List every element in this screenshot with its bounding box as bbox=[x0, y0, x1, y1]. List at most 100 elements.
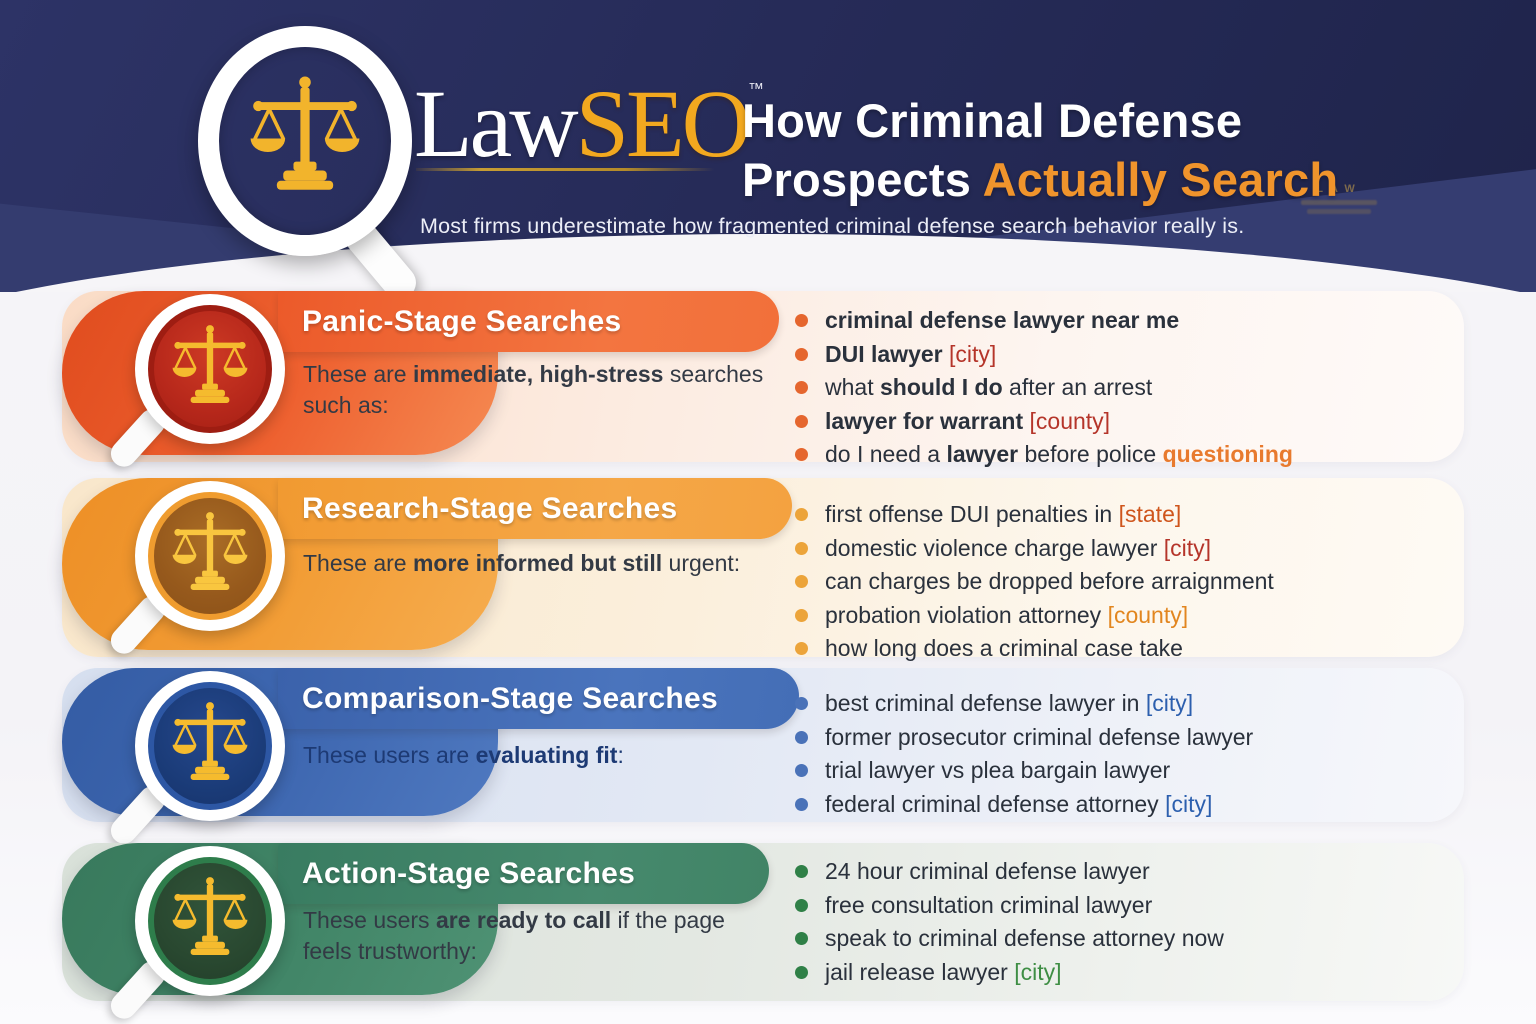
scales-of-justice-icon bbox=[241, 72, 369, 200]
text-segment: questioning bbox=[1162, 441, 1293, 468]
scales-of-justice-icon bbox=[166, 322, 254, 410]
search-term-text: what should I do after an arrest bbox=[825, 371, 1152, 405]
section-action-stage: Action-Stage Searches These users are re… bbox=[62, 843, 1464, 1024]
bullet-dot-icon bbox=[795, 381, 808, 395]
search-term: domestic violence charge lawyer [city] bbox=[795, 532, 1274, 566]
search-term: trial lawyer vs plea bargain lawyer bbox=[795, 754, 1253, 788]
bullet-dot-icon bbox=[795, 730, 808, 744]
scales-magnifier-icon bbox=[105, 294, 285, 472]
bullet-dot-icon bbox=[795, 608, 808, 622]
bullet-dot-icon bbox=[795, 508, 808, 521]
text-segment: [city] bbox=[1145, 690, 1194, 716]
section-comparison-stage: Comparison-Stage Searches These users ar… bbox=[62, 668, 1464, 849]
search-term: do I need a lawyer before police questio… bbox=[795, 438, 1293, 472]
text-segment: first offense DUI penalties in bbox=[825, 501, 1119, 527]
search-term-text: domestic violence charge lawyer [city] bbox=[825, 532, 1211, 566]
search-term-text: can charges be dropped before arraignmen… bbox=[825, 565, 1274, 599]
section-header: Action-Stage Searches bbox=[278, 843, 769, 904]
text-segment: [city] bbox=[1163, 534, 1212, 561]
search-term-text: federal criminal defense attorney [city] bbox=[825, 788, 1212, 822]
search-term-list: first offense DUI penalties in [state] do… bbox=[795, 498, 1274, 666]
scales-magnifier-icon bbox=[105, 671, 285, 849]
search-term: former prosecutor criminal defense lawye… bbox=[795, 721, 1253, 755]
text-segment: can charges be dropped before arraignmen… bbox=[825, 568, 1274, 595]
search-term-text: DUI lawyer [city] bbox=[825, 338, 996, 372]
text-segment: DUI lawyer bbox=[825, 340, 943, 367]
search-term-list: best criminal defense lawyer in [city] fo… bbox=[795, 687, 1253, 821]
search-term: lawyer for warrant [county] bbox=[795, 405, 1293, 439]
bullet-dot-icon bbox=[795, 414, 808, 428]
trademark-symbol: ™ bbox=[747, 81, 764, 98]
brand-seo: SEO bbox=[575, 70, 751, 177]
search-term-text: trial lawyer vs plea bargain lawyer bbox=[825, 754, 1170, 788]
section-description: These are more informed but still urgent… bbox=[303, 548, 843, 579]
text-segment: probation violation attorney bbox=[825, 601, 1108, 628]
text-segment: are ready to call bbox=[435, 907, 612, 933]
scales-of-justice-icon bbox=[166, 699, 254, 787]
bullet-dot-icon bbox=[795, 697, 808, 710]
text-segment: immediate, high-stress bbox=[412, 361, 664, 387]
search-term-text: free consultation criminal lawyer bbox=[825, 889, 1152, 923]
text-segment: former prosecutor criminal defense lawye… bbox=[825, 723, 1254, 750]
search-term: criminal defense lawyer near me bbox=[795, 304, 1293, 338]
text-segment: do I need a bbox=[825, 441, 947, 468]
hero-header: LAW LawSEO™ How Criminal Defense Prospect… bbox=[0, 0, 1536, 292]
section-research-stage: Research-Stage Searches These are more i… bbox=[62, 478, 1464, 661]
watermark-bar bbox=[1301, 200, 1377, 205]
brand-logo: LawSEO™ bbox=[414, 44, 764, 172]
text-segment: [city] bbox=[949, 340, 997, 367]
text-segment: such as: bbox=[303, 392, 389, 418]
search-term: probation violation attorney [county] bbox=[795, 599, 1274, 633]
bullet-dot-icon bbox=[795, 642, 808, 656]
bullet-dot-icon bbox=[795, 575, 808, 589]
title-line2-accent: Actually Search bbox=[982, 153, 1339, 207]
bullet-dot-icon bbox=[795, 797, 808, 811]
bullet-dot-icon bbox=[795, 965, 808, 979]
text-segment: lawyer bbox=[946, 441, 1019, 468]
bullet-dot-icon bbox=[795, 314, 808, 327]
text-segment: These users are bbox=[303, 742, 476, 768]
text-segment: jail release lawyer bbox=[825, 958, 1015, 985]
text-segment: trial lawyer vs plea bargain lawyer bbox=[825, 757, 1171, 784]
text-segment: searches bbox=[663, 361, 764, 387]
watermark-bar bbox=[1307, 209, 1371, 214]
search-term-text: 24 hour criminal defense lawyer bbox=[825, 855, 1150, 889]
section-title: Research-Stage Searches bbox=[302, 491, 678, 525]
section-panic-stage: Panic-Stage Searches These are immediate… bbox=[62, 291, 1464, 472]
search-term-text: first offense DUI penalties in [state] bbox=[825, 498, 1181, 532]
logo-magnifier bbox=[198, 26, 423, 292]
watermark: LAW bbox=[1293, 183, 1385, 214]
title-line2-white: Prospects bbox=[742, 153, 983, 207]
text-segment: evaluating fit bbox=[475, 742, 618, 768]
search-term: best criminal defense lawyer in [city] bbox=[795, 687, 1253, 721]
scales-magnifier-icon bbox=[105, 846, 285, 1024]
bullet-dot-icon bbox=[795, 541, 808, 555]
text-segment: These are bbox=[303, 550, 413, 576]
title-line1: How Criminal Defense bbox=[742, 94, 1243, 148]
text-segment: before police bbox=[1018, 441, 1163, 468]
text-segment: [state] bbox=[1118, 501, 1182, 527]
search-term-text: jail release lawyer [city] bbox=[825, 956, 1061, 990]
text-segment: These users bbox=[303, 907, 436, 933]
section-header: Research-Stage Searches bbox=[278, 478, 792, 539]
search-term: what should I do after an arrest bbox=[795, 371, 1293, 405]
bullet-dot-icon bbox=[795, 448, 808, 462]
section-title: Action-Stage Searches bbox=[302, 856, 636, 890]
search-term-text: probation violation attorney [county] bbox=[825, 599, 1188, 633]
search-term: DUI lawyer [city] bbox=[795, 338, 1293, 372]
search-term: first offense DUI penalties in [state] bbox=[795, 498, 1274, 532]
scales-of-justice-icon bbox=[166, 509, 254, 597]
scales-of-justice-icon bbox=[166, 874, 254, 962]
bullet-dot-icon bbox=[795, 865, 808, 878]
text-segment: more informed but still bbox=[412, 550, 663, 576]
search-term: how long does a criminal case take bbox=[795, 632, 1274, 666]
search-term-text: how long does a criminal case take bbox=[825, 632, 1183, 666]
section-description: These are immediate, high-stress searche… bbox=[303, 359, 843, 421]
text-segment: domestic violence charge lawyer bbox=[825, 534, 1164, 561]
section-description: These users are evaluating fit: bbox=[303, 740, 843, 771]
bullet-dot-icon bbox=[795, 764, 808, 778]
section-title: Panic-Stage Searches bbox=[302, 304, 622, 338]
section-header: Panic-Stage Searches bbox=[278, 291, 779, 352]
bullet-dot-icon bbox=[795, 347, 808, 361]
